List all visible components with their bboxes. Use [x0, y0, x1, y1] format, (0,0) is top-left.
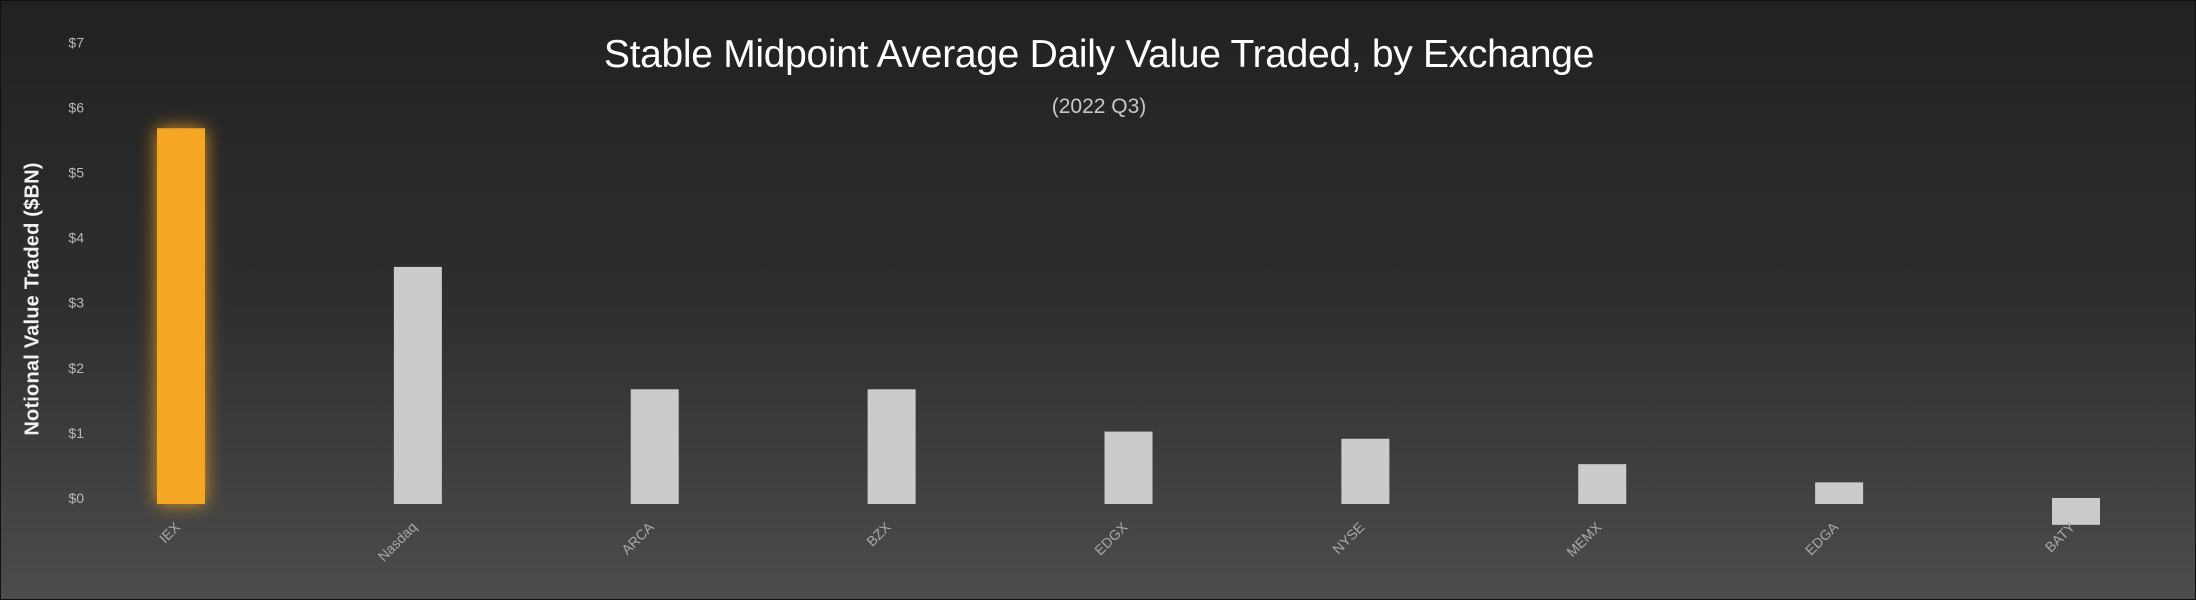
y-tick-label: $4 — [68, 230, 84, 246]
bar-nasdaq — [393, 266, 442, 504]
y-tick-label: $6 — [68, 99, 84, 115]
y-tick-label: $2 — [68, 360, 84, 376]
bars-group — [157, 128, 2100, 525]
x-tick-label-edgx: EDGX — [1091, 518, 1131, 558]
x-tick-label-nasdaq: Nasdaq — [375, 519, 420, 564]
y-axis-ticks: $0 $1 $2 $3 $4 $5 $6 $7 — [68, 34, 84, 506]
bar-baty — [2052, 498, 2100, 525]
bar-iex — [157, 128, 205, 504]
x-tick-label-edga: EDGA — [1802, 518, 1842, 558]
x-tick-label-memx: MEMX — [1563, 518, 1604, 559]
x-tick-label-iex: IEX — [156, 518, 184, 546]
y-tick-label: $0 — [68, 490, 84, 506]
chart-subtitle: (2022 Q3) — [1051, 95, 1147, 118]
y-tick-label: $5 — [68, 165, 84, 181]
y-tick-label: $1 — [68, 425, 84, 441]
bar-edga — [1815, 482, 1864, 504]
chart-title: Stable Midpoint Average Daily Value Trad… — [603, 33, 1595, 76]
bar-arca — [630, 389, 679, 504]
x-tick-label-arca: ARCA — [618, 518, 657, 557]
x-tick-label-bzx: BZX — [863, 518, 894, 549]
bar-edgx — [1104, 431, 1153, 504]
y-tick-label: $7 — [68, 34, 84, 50]
x-tick-label-nyse: NYSE — [1329, 519, 1367, 557]
y-tick-label: $3 — [68, 295, 84, 311]
bar-nyse — [1341, 438, 1390, 504]
bar-bzx — [867, 389, 916, 504]
bar-memx — [1578, 464, 1627, 504]
x-axis-labels: IEX Nasdaq ARCA BZX EDGX NYSE MEMX EDGA BATY — [156, 518, 2079, 564]
